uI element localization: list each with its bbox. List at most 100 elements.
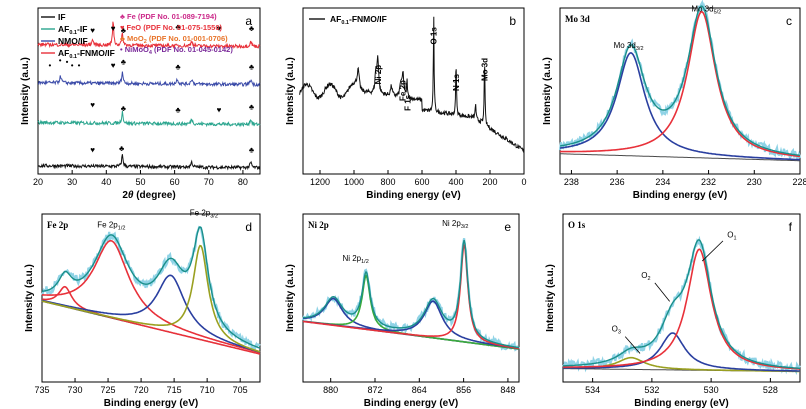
plot-frame: [37, 7, 261, 175]
background-line: [559, 153, 800, 162]
y-axis-label: Intensity (a.u.): [545, 264, 556, 332]
peak-marker: ♣: [121, 57, 127, 66]
x-tick-label: 735: [34, 385, 49, 395]
peak-marker: ♣: [175, 23, 181, 32]
reference-card-label: • NiMoO4 (PDF No. 01-045-0142): [120, 45, 233, 56]
x-tick-label: 532: [644, 385, 659, 395]
raw-data-line: [562, 235, 801, 376]
peak-label: O 1s: [430, 27, 439, 45]
fit-envelope-line: [559, 5, 801, 157]
reference-card-label: ♥ FeO (PDF No. 01-075-1550): [120, 23, 222, 32]
x-tick-label: 1000: [344, 177, 364, 187]
peak-marker: •: [49, 61, 52, 70]
fit-envelope-line: [41, 225, 261, 349]
peak-label: N 1s: [452, 74, 461, 91]
peak-marker: ♥: [90, 145, 95, 154]
panel-d: 735 730 725 720 715 710 705 Binding energy (eV)…: [24, 209, 261, 409]
annotation-o3: O3: [612, 325, 621, 336]
peak-marker: •: [66, 57, 69, 66]
raw-data-line: [301, 238, 520, 352]
panel-letter: d: [245, 220, 252, 234]
plot-frame: [302, 7, 525, 175]
y-axis-label: Intensity (a.u.): [24, 264, 35, 332]
reference-card-label: ♣ Fe (PDF No. 01-089-7194): [120, 12, 217, 21]
panel-title: O 1s: [568, 220, 586, 230]
fit-peak-Mo 3d3/2: [559, 52, 801, 161]
fit-envelope-line: [302, 239, 520, 349]
x-tick-label: 800: [380, 177, 395, 187]
plot-frame: [559, 7, 801, 175]
peak-marker: •: [71, 61, 74, 70]
fit-peak-0: [41, 285, 261, 355]
peak-marker: ♥: [111, 61, 116, 70]
peak-marker: ♥: [217, 106, 222, 115]
x-tick-label: 0: [521, 177, 526, 187]
x-tick-label: 530: [704, 385, 719, 395]
peak-marker: ♥: [217, 24, 222, 33]
x-axis-label: Binding energy (eV): [104, 398, 198, 409]
x-tick-label: 232: [701, 177, 716, 187]
legend-label: AF0.1-IF: [58, 24, 87, 36]
fit-envelope-line: [563, 239, 801, 370]
panel-title: Fe 2p: [47, 220, 68, 230]
legend-label: AF0.1-FNMO/IF: [58, 48, 115, 60]
x-tick-label: 400: [448, 177, 463, 187]
x-tick-label: 230: [747, 177, 762, 187]
panel-title: Ni 2p: [308, 220, 329, 230]
x-axis-label: Binding energy (eV): [366, 190, 460, 201]
fit-peak-2: [41, 274, 261, 353]
plot-frame: [41, 213, 261, 383]
panel-b: 1200 1000 800 600 400 200 0 Binding energy (eV)…: [285, 7, 527, 201]
peak-marker: ♣: [121, 104, 127, 113]
y-axis-label: Intensity (a.u.): [285, 57, 296, 125]
y-axis-label: Intensity (a.u.): [20, 57, 31, 125]
legend-label: IF: [58, 12, 66, 22]
x-tick-label: 234: [655, 177, 670, 187]
peak-marker: ♣: [249, 102, 255, 111]
annotation-o2: O2: [641, 271, 650, 282]
x-tick-label: 30: [67, 177, 77, 187]
x-tick-label: 715: [167, 385, 182, 395]
panel-letter: c: [786, 14, 792, 28]
peak-marker: ♣: [121, 26, 127, 35]
x-tick-label: 848: [500, 385, 515, 395]
panel-letter: b: [509, 14, 516, 28]
x-tick-label: 228: [792, 177, 806, 187]
reference-card-label: ♣ MoO2 (PDF No. 01-001-0706): [120, 34, 228, 45]
peak-label: Fe 2p: [398, 80, 407, 101]
y-axis-label: Intensity (a.u.): [285, 264, 296, 332]
peak-marker: ♣: [249, 145, 255, 154]
annotation-ni2p12: Ni 2p1/2: [342, 254, 368, 265]
annotation-ni2p32: Ni 2p3/2: [442, 219, 468, 230]
fit-peak-3: [41, 244, 261, 353]
raw-data-line: [41, 225, 261, 354]
xrd-line-2: [37, 71, 261, 88]
legend-label: NMO/IF: [58, 36, 88, 46]
survey-spectrum-line: [299, 16, 525, 153]
panel-letter: f: [789, 220, 793, 234]
peak-label: Mo 3d: [481, 58, 490, 81]
annotation-mo3d52: Mo 3d5/2: [691, 4, 721, 15]
x-tick-label: 872: [367, 385, 382, 395]
x-tick-label: 80: [238, 177, 248, 187]
x-tick-label: 600: [414, 177, 429, 187]
annotation-o1: O1: [727, 231, 736, 242]
annotation-fe2p32: Fe 2p3/2: [190, 209, 218, 220]
peak-marker: ♥: [90, 26, 95, 35]
x-tick-label: 534: [585, 385, 600, 395]
plot-frame: [562, 213, 801, 383]
peak-marker: ♣: [175, 106, 181, 115]
panel-a: 20 30 40 50 60 70 80 2θ (degree) Intensity (a.u.…: [20, 7, 261, 201]
x-tick-label: 50: [135, 177, 145, 187]
x-axis-label: Binding energy (eV): [633, 190, 727, 201]
panel-f: 534 532 530 528 Binding energy (eV) Intensity…: [545, 213, 801, 409]
xrd-line-3: [37, 21, 261, 49]
panel-title: Mo 3d: [565, 14, 590, 24]
panel-letter: e: [504, 220, 511, 234]
fit-peak-O2: [563, 332, 800, 372]
x-axis-label: Binding energy (eV): [634, 398, 728, 409]
y-axis-label: Intensity (a.u.): [542, 57, 553, 125]
x-tick-label: 20: [33, 177, 43, 187]
x-tick-label: 710: [200, 385, 215, 395]
